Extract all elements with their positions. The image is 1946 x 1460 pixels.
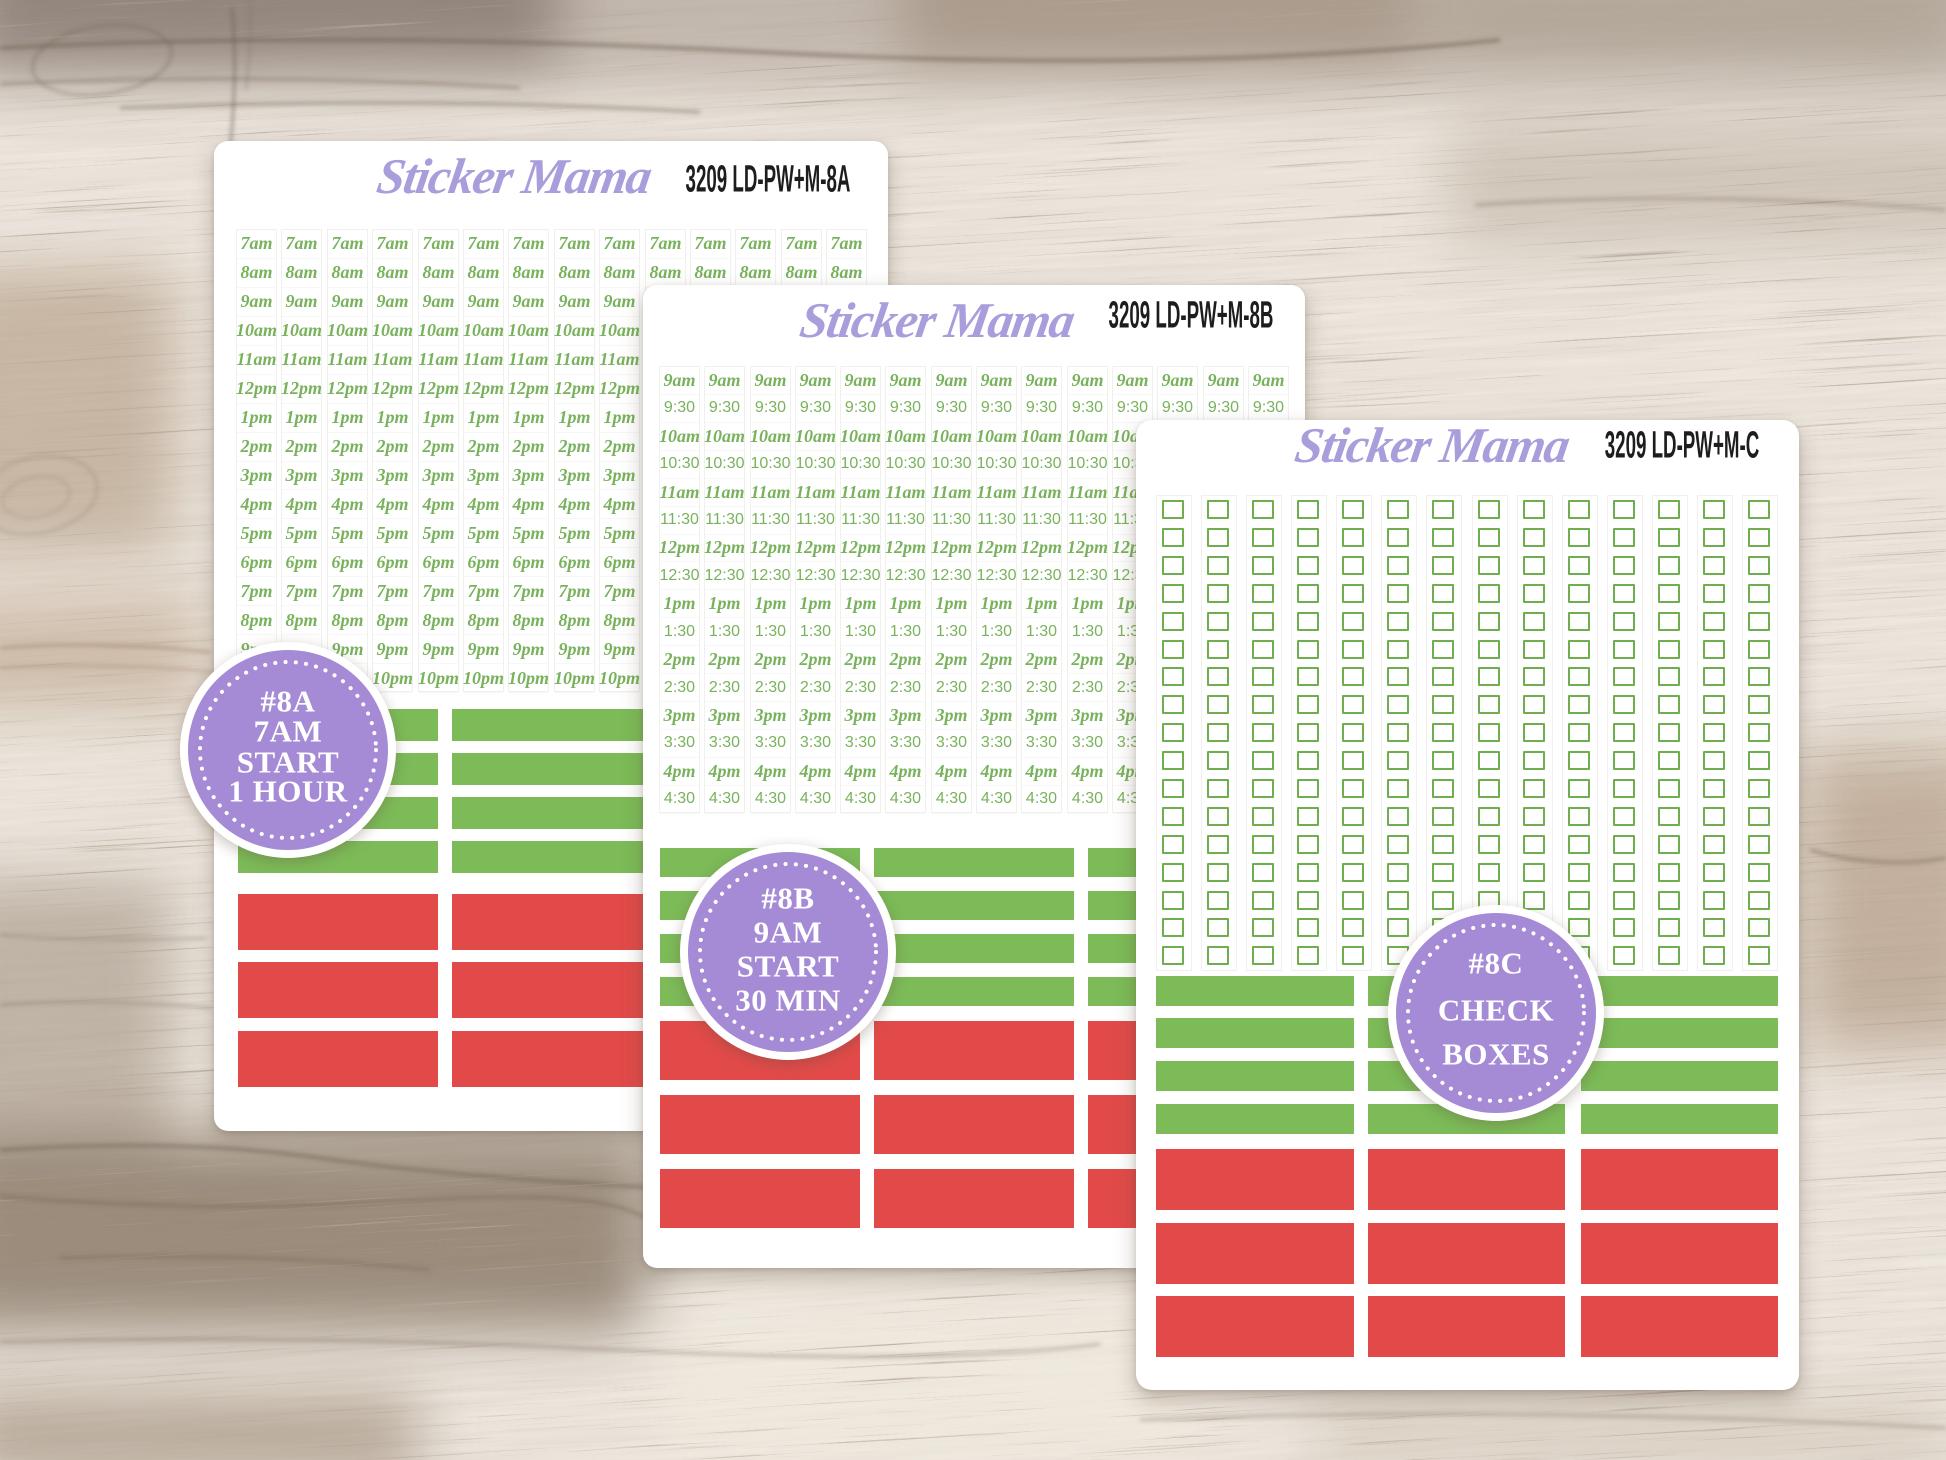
svg-text:BOXES: BOXES — [1442, 1037, 1550, 1072]
svg-text:#8C: #8C — [1469, 946, 1524, 981]
svg-text:START: START — [237, 745, 339, 780]
svg-text:30 MIN: 30 MIN — [735, 983, 840, 1018]
svg-text:CHECK: CHECK — [1438, 993, 1554, 1028]
svg-text:7AM: 7AM — [254, 714, 323, 749]
svg-text:1 HOUR: 1 HOUR — [228, 774, 347, 809]
svg-text:START: START — [737, 949, 839, 984]
svg-text:9AM: 9AM — [754, 915, 823, 950]
svg-text:#8A: #8A — [261, 684, 316, 719]
svg-text:#8B: #8B — [761, 881, 814, 916]
